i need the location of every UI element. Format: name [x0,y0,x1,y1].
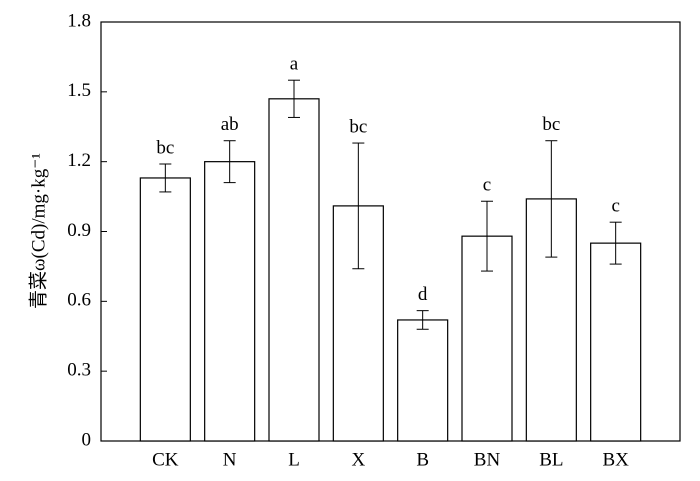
value-label: bc [156,137,174,158]
y-tick-label: 0 [82,429,92,450]
value-label: c [611,196,619,217]
value-label: c [483,175,491,196]
x-tick-label: BL [539,449,563,470]
bar [268,98,320,442]
x-tick-label: BX [602,449,629,470]
value-label: d [418,284,428,305]
x-tick-label: N [223,449,237,470]
y-tick-label: 1.8 [67,10,91,31]
bar [204,161,256,442]
value-label: bc [349,116,367,137]
x-tick-label: B [416,449,429,470]
value-label: a [290,54,299,75]
bar [139,177,191,442]
y-tick-label: 0.6 [67,290,91,311]
y-tick-label: 1.5 [67,80,91,101]
value-label: ab [221,114,239,135]
bar [590,242,642,442]
y-tick-label: 0.3 [67,360,91,381]
x-tick-label: BN [474,449,501,470]
x-tick-label: L [288,449,300,470]
y-tick-label: 1.2 [67,150,91,171]
value-label: bc [542,114,560,135]
x-tick-label: X [351,449,365,470]
bar [397,319,449,442]
x-tick-label: CK [152,449,179,470]
y-axis-label: 青菜ω(Cd)/mg·kg⁻¹ [27,153,49,309]
y-tick-label: 0.9 [67,220,91,241]
